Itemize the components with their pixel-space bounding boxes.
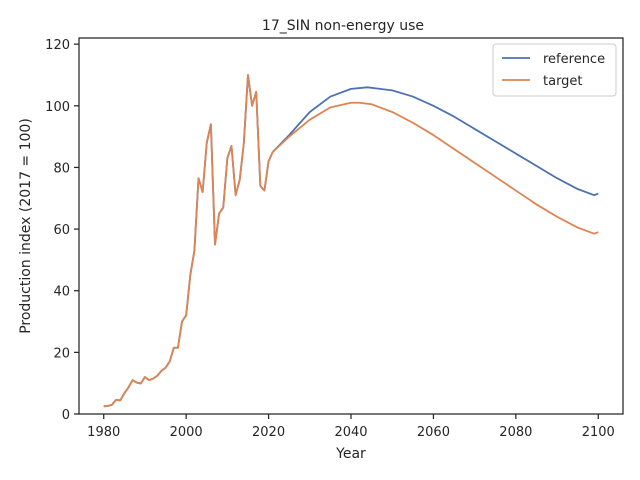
plot-lines [103, 74, 599, 408]
y-axis-title: Production index (2017 = 100) [18, 118, 34, 334]
legend-label-target: target [543, 74, 583, 89]
x-tick-label: 2000 [170, 425, 203, 440]
y-tick-label: 20 [53, 346, 70, 361]
history-line-target [103, 74, 274, 408]
legend: reference target [492, 43, 617, 97]
x-axis: 1980 2000 2020 2040 2060 2080 2100 [87, 414, 615, 440]
series-line-reference [272, 86, 599, 197]
history-line-reference [103, 74, 274, 408]
series-line-target [272, 101, 599, 235]
legend-box [492, 43, 617, 97]
y-tick-label: 60 [53, 223, 70, 238]
y-tick-label: 0 [62, 408, 70, 423]
x-tick-label: 1980 [87, 425, 120, 440]
x-tick-label: 2020 [252, 425, 285, 440]
legend-label-reference: reference [543, 52, 605, 67]
x-tick-label: 2100 [582, 425, 615, 440]
chart-title: 17_SIN non-energy use [262, 18, 424, 34]
x-tick-label: 2060 [417, 425, 450, 440]
y-axis: 0 20 40 60 80 100 120 [45, 38, 79, 423]
y-tick-label: 40 [53, 285, 70, 300]
x-tick-label: 2040 [334, 425, 367, 440]
y-tick-label: 80 [53, 161, 70, 176]
x-tick-label: 2080 [499, 425, 532, 440]
y-tick-label: 120 [45, 38, 70, 53]
x-axis-title: Year [335, 446, 366, 462]
y-tick-label: 100 [45, 100, 70, 115]
